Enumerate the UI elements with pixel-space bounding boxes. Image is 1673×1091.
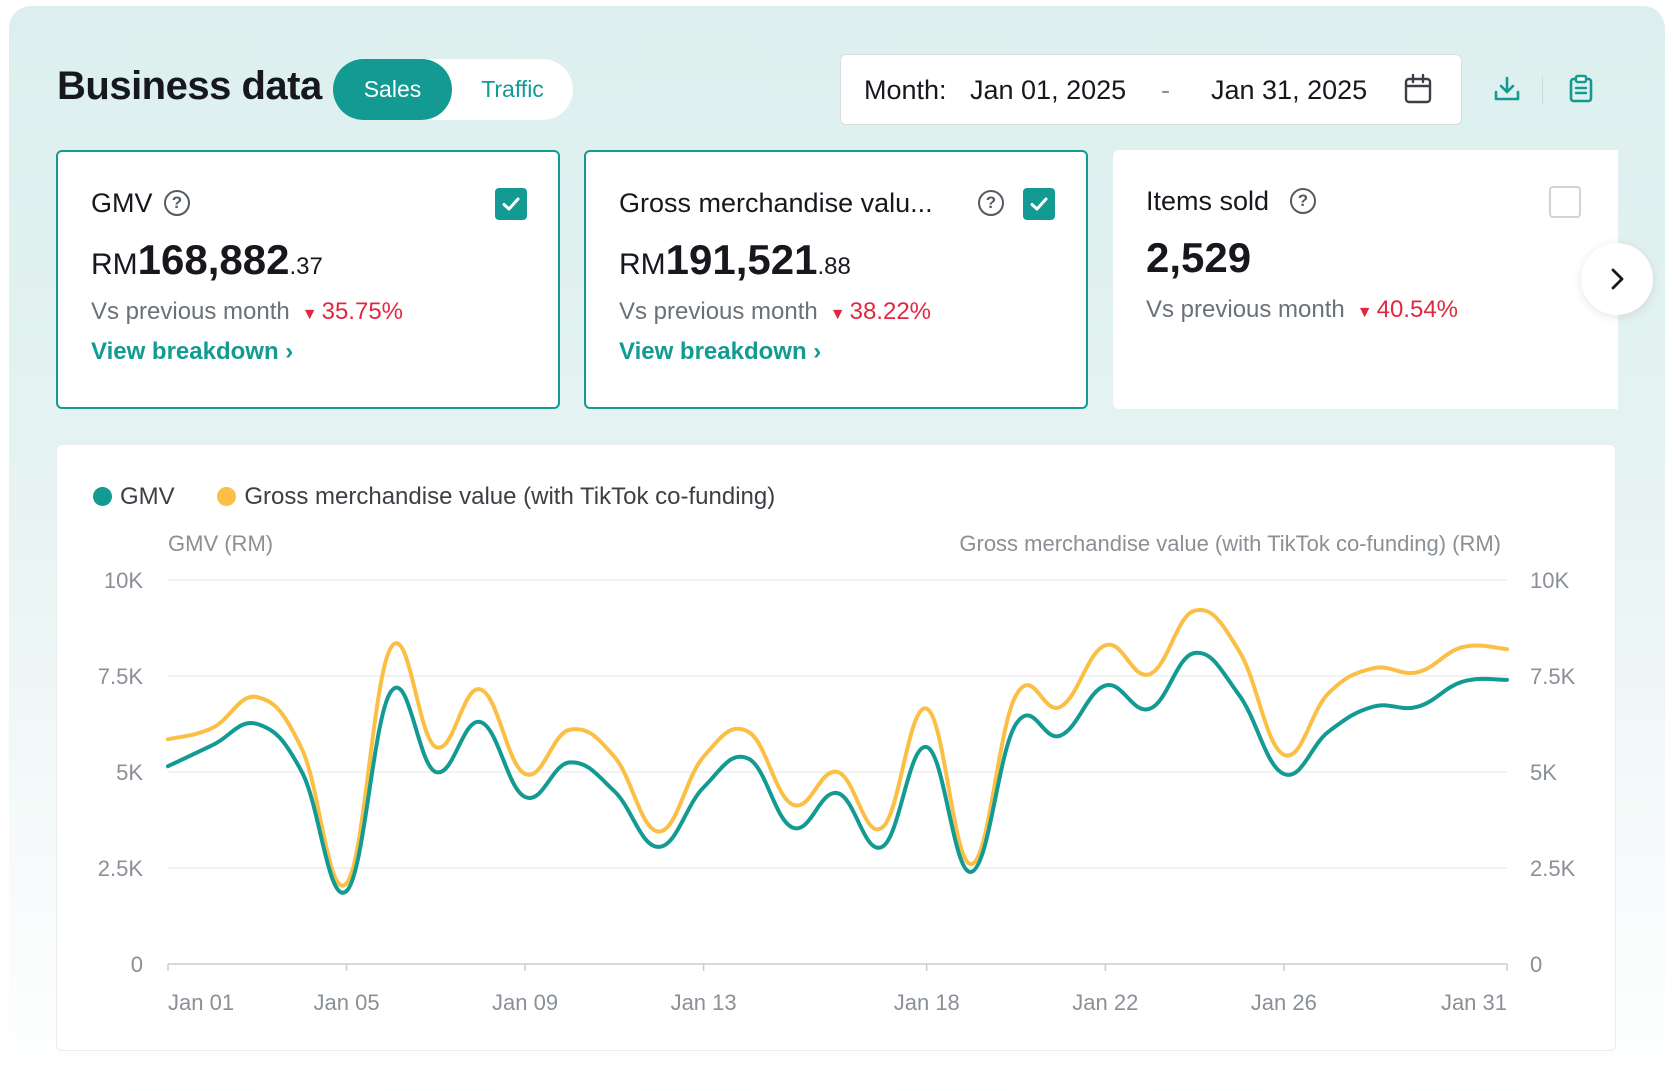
metric-card-gmv-cofunding[interactable]: Gross merchandise valu... ? RM191,521.88… bbox=[584, 150, 1088, 409]
x-tick-label: Jan 05 bbox=[314, 990, 380, 1015]
y-tick-label-right: 10K bbox=[1530, 568, 1569, 593]
tab-traffic[interactable]: Traffic bbox=[481, 76, 544, 102]
chevron-right-icon: › bbox=[813, 338, 822, 365]
date-range-end[interactable]: Jan 31, 2025 bbox=[1211, 75, 1368, 105]
legend-item-gmv-cofunding[interactable]: Gross merchandise value (with TikTok co-… bbox=[217, 483, 775, 511]
tab-sales[interactable]: Sales bbox=[333, 59, 452, 120]
metric-value: 2,529 bbox=[1146, 234, 1252, 281]
line-chart: GMV (RM) Gross merchandise value (with Ti… bbox=[98, 531, 1576, 1015]
y-tick-label-left: 2.5K bbox=[98, 856, 144, 881]
legend-dot-icon bbox=[217, 487, 237, 506]
next-cards-button[interactable] bbox=[1581, 243, 1653, 315]
x-tick-label: Jan 13 bbox=[671, 990, 737, 1015]
checkbox-checked-icon[interactable] bbox=[1023, 188, 1055, 220]
legend-item-gmv[interactable]: GMV bbox=[93, 483, 175, 511]
chart-legend: GMV Gross merchandise value (with TikTok… bbox=[93, 483, 811, 511]
y-tick-label-right: 5K bbox=[1530, 760, 1557, 785]
y-tick-label-right: 2.5K bbox=[1530, 856, 1576, 881]
metric-card-gmv[interactable]: GMV ? RM168,882.37 Vs previous month ▼ 35.… bbox=[56, 150, 560, 409]
page-title: Business data bbox=[57, 64, 322, 108]
date-range-separator: - bbox=[1161, 75, 1170, 105]
chevron-right-icon: › bbox=[285, 338, 294, 365]
date-range-picker[interactable]: Month: Jan 01, 2025 - Jan 31, 2025 bbox=[840, 54, 1462, 125]
view-breakdown-link[interactable]: View breakdown › bbox=[91, 338, 294, 365]
y-axis-title-left: GMV (RM) bbox=[168, 531, 273, 556]
metric-label: Gross merchandise valu... bbox=[619, 188, 933, 218]
y-axis-title-right: Gross merchandise value (with TikTok co-… bbox=[959, 531, 1501, 556]
metric-value: RM168,882.37 bbox=[91, 236, 323, 283]
metric-card-items-sold[interactable]: Items sold ? 2,529 Vs previous month ▼ 40.… bbox=[1113, 150, 1618, 409]
checkbox-unchecked-icon[interactable] bbox=[1549, 186, 1581, 218]
view-breakdown-link[interactable]: View breakdown › bbox=[619, 338, 822, 365]
metric-value: RM191,521.88 bbox=[619, 236, 851, 283]
y-tick-label-right: 0 bbox=[1530, 952, 1542, 977]
series-line-gmv bbox=[166, 650, 1509, 895]
metric-label: Items sold bbox=[1146, 186, 1270, 216]
help-icon[interactable]: ? bbox=[164, 190, 190, 216]
y-tick-label-left: 0 bbox=[131, 952, 143, 977]
date-range-start[interactable]: Jan 01, 2025 bbox=[970, 75, 1127, 105]
clipboard-icon[interactable] bbox=[1566, 74, 1596, 104]
date-range-prefix: Month: bbox=[864, 75, 947, 105]
calendar-icon[interactable] bbox=[1403, 73, 1433, 105]
arrow-down-icon: ▼ bbox=[829, 306, 846, 323]
x-tick-label: Jan 22 bbox=[1072, 990, 1138, 1015]
chevron-right-icon bbox=[1611, 268, 1624, 290]
series-line-gmv-cofunding bbox=[166, 607, 1509, 888]
arrow-down-icon: ▼ bbox=[1356, 304, 1373, 321]
y-tick-label-right: 7.5K bbox=[1530, 664, 1576, 689]
metric-comparison: Vs previous month ▼ 38.22% bbox=[619, 298, 932, 325]
checkbox-checked-icon[interactable] bbox=[495, 188, 527, 220]
x-tick-label: Jan 18 bbox=[894, 990, 960, 1015]
x-tick-label: Jan 09 bbox=[492, 990, 558, 1015]
arrow-down-icon: ▼ bbox=[301, 306, 318, 323]
metric-label: GMV bbox=[91, 188, 153, 218]
metric-comparison: Vs previous month ▼ 35.75% bbox=[91, 298, 404, 325]
y-tick-label-left: 10K bbox=[104, 568, 143, 593]
help-icon[interactable]: ? bbox=[1290, 188, 1316, 214]
x-tick-label: Jan 26 bbox=[1251, 990, 1317, 1015]
view-toggle: Sales Traffic bbox=[333, 59, 573, 120]
x-tick-label: Jan 31 bbox=[1441, 990, 1507, 1015]
toolbar-divider bbox=[1542, 76, 1543, 104]
help-icon[interactable]: ? bbox=[978, 190, 1004, 216]
x-tick-label: Jan 01 bbox=[168, 990, 234, 1015]
legend-dot-icon bbox=[93, 487, 112, 506]
y-tick-label-left: 7.5K bbox=[98, 664, 144, 689]
metric-comparison: Vs previous month ▼ 40.54% bbox=[1146, 296, 1459, 323]
chart-card: GMV Gross merchandise value (with TikTok… bbox=[56, 444, 1616, 1051]
download-icon[interactable] bbox=[1492, 74, 1522, 104]
y-tick-label-left: 5K bbox=[116, 760, 143, 785]
